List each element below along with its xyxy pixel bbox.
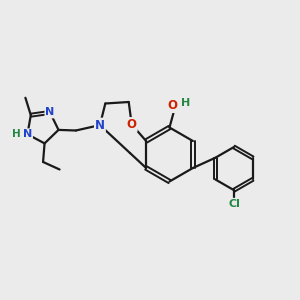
- Text: N: N: [23, 129, 32, 139]
- Text: H: H: [12, 129, 20, 139]
- Text: O: O: [127, 118, 137, 131]
- Text: N: N: [95, 118, 105, 132]
- Text: Cl: Cl: [228, 199, 240, 209]
- Text: O: O: [167, 99, 178, 112]
- Text: H: H: [181, 98, 190, 108]
- Text: N: N: [45, 107, 55, 118]
